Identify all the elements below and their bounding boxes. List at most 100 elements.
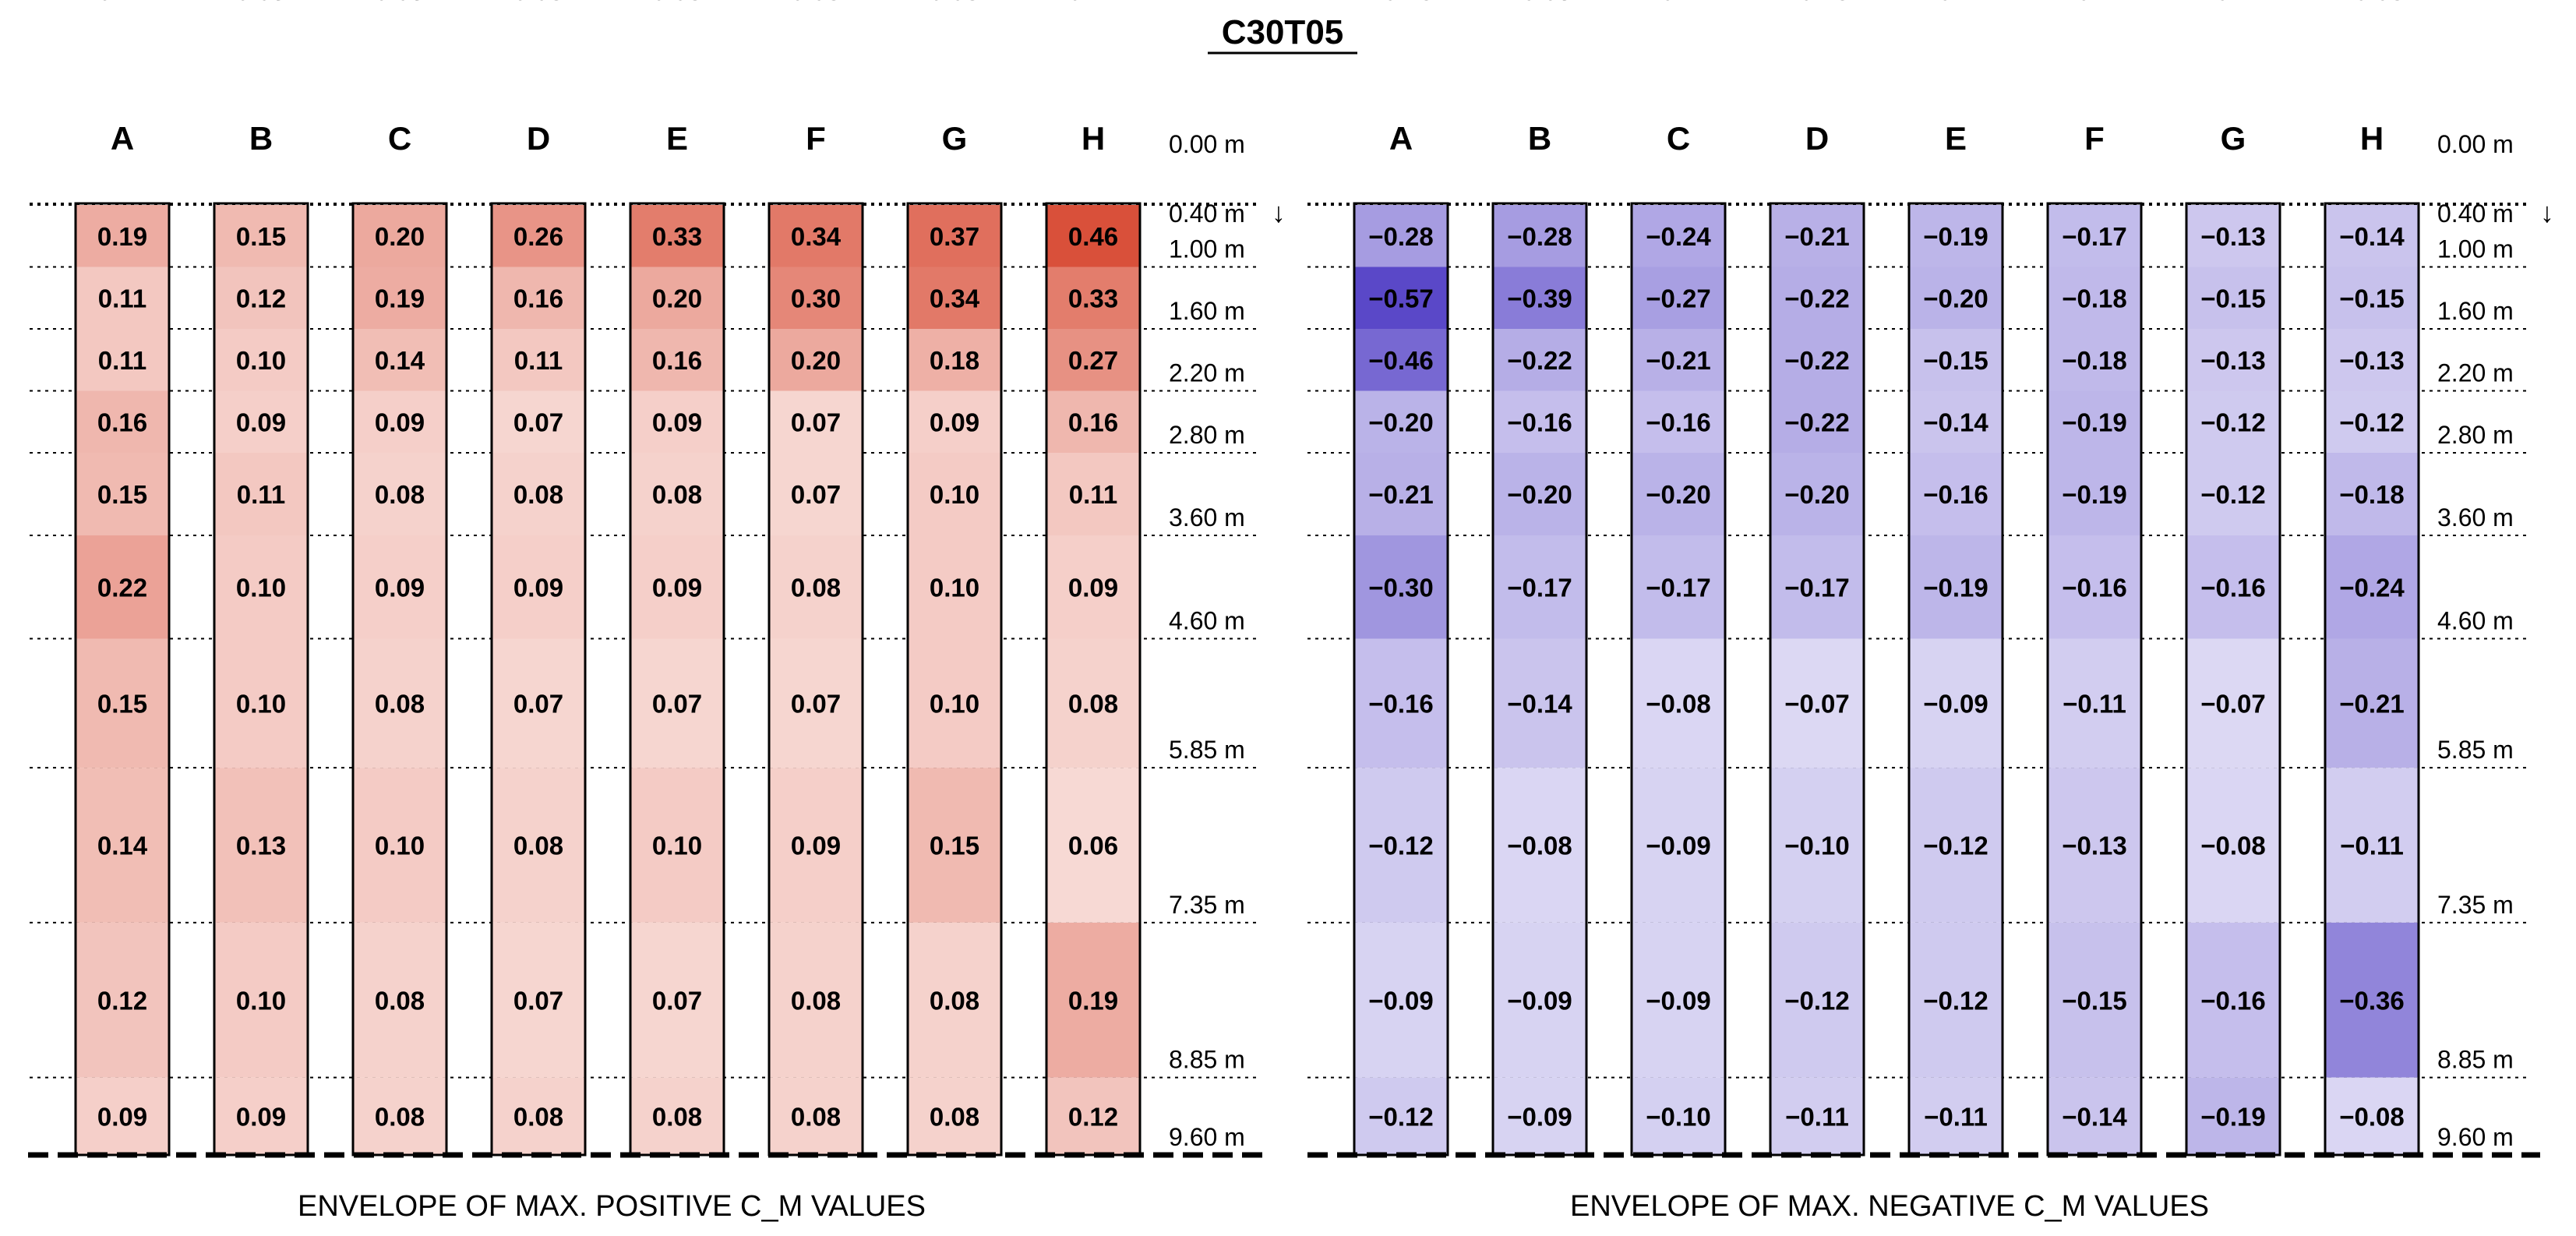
column-header: D <box>1805 120 1829 157</box>
cell-value-label: −0.09 <box>1646 832 1711 860</box>
heatmap-cell <box>353 390 446 453</box>
cell-value-label: −0.13 <box>2062 832 2127 860</box>
column-header: A <box>111 120 134 157</box>
heatmap-cell <box>214 922 308 1078</box>
heatmap-cell <box>908 1077 1001 1155</box>
cell-value-label: −0.12 <box>1368 1102 1434 1131</box>
heatmap-cell <box>2325 768 2419 923</box>
heatmap-cell <box>76 205 169 267</box>
cell-value-label: 0.08 <box>652 480 702 509</box>
heatmap-cell <box>1493 638 1586 768</box>
heatmap-cell <box>2325 1077 2419 1155</box>
height-label: 3.60 m <box>2437 503 2514 531</box>
cell-value-label: −0.16 <box>1507 408 1572 436</box>
cell-value-label: 0.08 <box>791 986 841 1015</box>
cell-value-label: −0.19 <box>2062 408 2127 436</box>
heatmap-cell <box>2186 535 2280 639</box>
cell-value-label: −0.17 <box>1784 573 1850 602</box>
cell-value-label: 0.10 <box>236 346 286 375</box>
cell-value-label: 0.22 <box>97 573 147 602</box>
cell-value-label: −0.13 <box>2339 346 2405 375</box>
heatmap-cell <box>1046 329 1140 391</box>
heatmap-cell <box>630 329 724 391</box>
height-label: 5.85 m <box>2437 736 2514 764</box>
cell-value-label: 0.06 <box>1068 832 1118 860</box>
cell-value-label: 0.09 <box>652 573 702 602</box>
heatmap-cell <box>492 922 585 1078</box>
heatmap-cell <box>1493 922 1586 1078</box>
cell-value-label: −0.22 <box>1784 346 1850 375</box>
cell-value-label: 0.12 <box>236 284 286 313</box>
cell-value-label: −0.09 <box>1507 986 1572 1015</box>
heatmap-cell <box>1354 1077 1448 1155</box>
column-header: E <box>666 120 688 157</box>
cell-value-label: 0.09 <box>930 408 979 436</box>
heatmap-cell <box>1909 453 2003 535</box>
column-header: F <box>806 120 826 157</box>
height-label: 0.40 m <box>1169 200 1245 228</box>
heatmap-cell <box>492 638 585 768</box>
cell-value-label: 0.11 <box>98 0 146 5</box>
cell-value-label: 0.09 <box>375 408 425 436</box>
cell-value-label: 0.08 <box>513 480 563 509</box>
heatmap-cell <box>1909 267 2003 329</box>
cell-value-label: −0.18 <box>2062 284 2127 313</box>
cell-value-label: 0.10 <box>930 480 979 509</box>
cell-value-label: −0.17 <box>2062 0 2127 5</box>
heatmap-cell <box>353 768 446 923</box>
cell-value-label: −0.22 <box>1784 284 1850 313</box>
heatmap-cell <box>2325 638 2419 768</box>
heatmap-cell <box>214 390 308 453</box>
heatmap-cell <box>1046 390 1140 453</box>
cell-value-label: −0.09 <box>1646 986 1711 1015</box>
heatmap-cell <box>1632 390 1725 453</box>
heatmap-cell <box>76 768 169 923</box>
height-label: 9.60 m <box>2437 1123 2514 1151</box>
heatmap-cell <box>2048 453 2141 535</box>
cell-value-label: −0.16 <box>1646 408 1711 436</box>
heatmap-cell <box>2325 390 2419 453</box>
heatmap-cell <box>353 453 446 535</box>
height-label: 1.60 m <box>2437 297 2514 325</box>
heatmap-cell <box>769 768 863 923</box>
cell-value-label: −0.07 <box>2200 689 2266 718</box>
heatmap-cell <box>353 638 446 768</box>
heatmap-cell <box>1770 1077 1864 1155</box>
heatmap-cell <box>2186 390 2280 453</box>
cell-value-label: −0.15 <box>2339 284 2405 313</box>
cell-value-label: 0.09 <box>791 832 841 860</box>
heatmap-cell <box>908 638 1001 768</box>
heatmap-cell <box>1354 922 1448 1078</box>
cell-value-label: −0.24 <box>2339 573 2405 602</box>
cell-value-label: −0.09 <box>1923 689 1988 718</box>
cell-value-label: −0.12 <box>1923 832 1988 860</box>
heatmap-cell <box>353 535 446 639</box>
height-label: 2.80 m <box>1169 421 1245 449</box>
heatmap-cell <box>1770 768 1864 923</box>
heatmap-cell <box>2048 390 2141 453</box>
cell-value-label: 0.07 <box>791 689 841 718</box>
cell-value-label: −0.11 <box>1785 1102 1849 1131</box>
heatmap-cell <box>353 205 446 267</box>
cell-value-label: −0.13 <box>1784 0 1850 5</box>
cell-value-label: −0.19 <box>2062 480 2127 509</box>
height-label: 8.85 m <box>2437 1046 2514 1074</box>
heatmap-cell <box>76 453 169 535</box>
height-label: 1.60 m <box>1169 297 1245 325</box>
cell-value-label: 0.09 <box>236 1102 286 1131</box>
cell-value-label: −0.18 <box>2062 346 2127 375</box>
height-label: 2.80 m <box>2437 421 2514 449</box>
cell-value-label: −0.19 <box>1923 573 1988 602</box>
cell-value-label: 0.09 <box>652 408 702 436</box>
column-outline <box>1491 202 1588 1157</box>
cell-value-label: −0.12 <box>1784 986 1850 1015</box>
cell-value-label: −0.08 <box>2200 832 2266 860</box>
column-outline <box>213 202 309 1157</box>
cell-value-label: −0.17 <box>2062 222 2127 251</box>
cell-value-label: 0.10 <box>236 573 286 602</box>
cell-value-label: 0.33 <box>1068 284 1118 313</box>
heatmap-cell <box>1354 205 1448 267</box>
heatmap-cell <box>769 453 863 535</box>
heatmap-cell <box>1770 390 1864 453</box>
cell-value-label: 0.33 <box>652 222 702 251</box>
